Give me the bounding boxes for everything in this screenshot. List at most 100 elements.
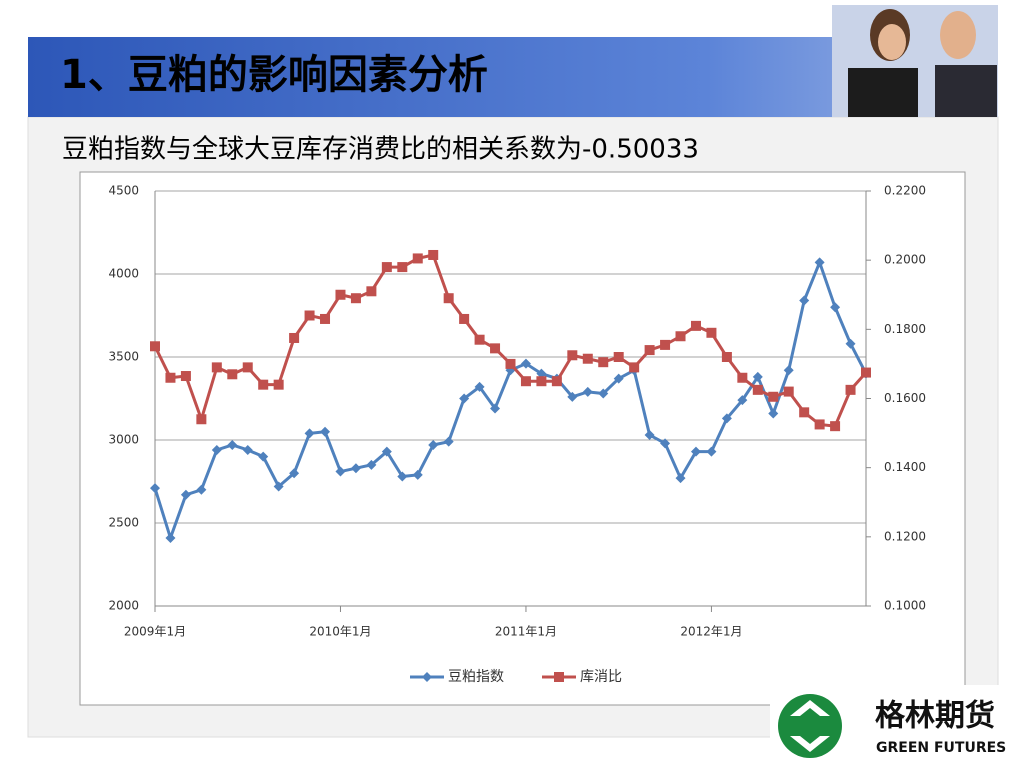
data-point — [706, 446, 717, 457]
data-point — [690, 446, 701, 457]
data-point — [350, 293, 361, 304]
y-tick-label: 3000 — [108, 433, 139, 447]
data-point — [799, 407, 810, 418]
data-point — [459, 313, 470, 324]
data-point — [536, 376, 547, 387]
data-point — [505, 358, 516, 369]
data-point — [289, 468, 300, 479]
data-point — [196, 484, 207, 495]
data-point — [783, 386, 794, 397]
data-point — [150, 341, 160, 352]
y-tick-label: 3500 — [108, 350, 139, 364]
data-point — [320, 313, 331, 324]
data-point — [814, 257, 825, 268]
data-point — [366, 459, 377, 470]
data-point — [273, 379, 284, 390]
data-point — [397, 262, 408, 273]
data-point — [490, 343, 501, 354]
data-point — [830, 421, 841, 432]
y2-tick-label: 0.1000 — [884, 599, 926, 613]
y2-tick-label: 0.1400 — [884, 460, 926, 474]
data-point — [567, 350, 578, 361]
data-point — [289, 332, 300, 343]
data-point — [768, 408, 779, 419]
data-point — [567, 391, 578, 402]
data-point — [706, 327, 717, 338]
data-point — [381, 262, 392, 273]
data-point — [459, 393, 470, 404]
x-tick-label: 2012年1月 — [680, 625, 742, 639]
data-point — [752, 384, 763, 395]
data-point — [690, 320, 701, 331]
data-point — [211, 362, 222, 373]
legend-marker — [422, 672, 432, 682]
data-point — [675, 331, 686, 342]
data-point — [721, 352, 732, 362]
y-tick-label: 4500 — [108, 184, 139, 198]
data-point — [814, 419, 825, 430]
legend-label: 豆粕指数 — [448, 669, 504, 685]
data-point — [783, 365, 794, 376]
data-point — [227, 439, 238, 450]
data-point — [845, 384, 856, 395]
data-point — [768, 391, 779, 402]
data-point — [830, 302, 841, 313]
logo-name: 格林期货 — [875, 699, 995, 734]
data-point — [258, 451, 269, 462]
data-point — [304, 310, 315, 321]
data-point — [845, 338, 856, 349]
data-point — [737, 395, 748, 406]
data-point — [675, 473, 686, 484]
data-point — [861, 367, 871, 378]
data-point — [752, 371, 763, 382]
data-point — [660, 339, 671, 350]
data-point — [551, 376, 562, 387]
data-point — [474, 381, 485, 392]
data-point — [582, 353, 593, 364]
data-point — [165, 372, 176, 383]
slide-title: 1、豆粕的影响因素分析 — [60, 52, 488, 98]
y-tick-label: 2500 — [108, 516, 139, 530]
legend-marker — [554, 672, 564, 682]
data-point — [644, 345, 655, 356]
photo — [832, 5, 998, 117]
data-point — [443, 293, 454, 304]
data-point — [227, 369, 238, 380]
data-point — [150, 483, 160, 494]
x-tick-label: 2009年1月 — [124, 625, 186, 639]
data-point — [397, 471, 408, 482]
y2-tick-label: 0.1800 — [884, 322, 926, 336]
data-point — [598, 388, 609, 399]
data-point — [412, 253, 423, 264]
legend-label: 库消比 — [580, 669, 622, 685]
y2-tick-label: 0.1600 — [884, 391, 926, 405]
data-point — [598, 357, 609, 368]
data-point — [536, 368, 547, 379]
data-point — [335, 466, 346, 477]
data-point — [799, 295, 810, 306]
data-point — [629, 362, 640, 373]
data-point — [350, 463, 361, 474]
data-point — [644, 430, 655, 441]
data-point — [335, 289, 346, 300]
data-point — [613, 352, 624, 362]
data-point — [520, 358, 531, 369]
data-point — [737, 372, 748, 383]
data-point — [520, 376, 531, 387]
data-point — [242, 362, 253, 373]
logo: 格林期货 GREEN FUTURES — [770, 685, 1024, 768]
data-point — [273, 481, 284, 492]
y2-tick-label: 0.2000 — [884, 253, 926, 267]
data-point — [660, 438, 671, 449]
data-point — [304, 428, 315, 439]
data-point — [474, 334, 485, 345]
data-point — [428, 249, 439, 260]
x-tick-label: 2010年1月 — [309, 625, 371, 639]
data-point — [412, 469, 423, 480]
data-point — [242, 444, 253, 455]
data-point — [180, 371, 191, 382]
y2-tick-label: 0.2200 — [884, 184, 926, 198]
subtitle: 豆粕指数与全球大豆库存消费比的相关系数为-0.50033 — [62, 135, 699, 165]
data-point — [258, 379, 269, 390]
